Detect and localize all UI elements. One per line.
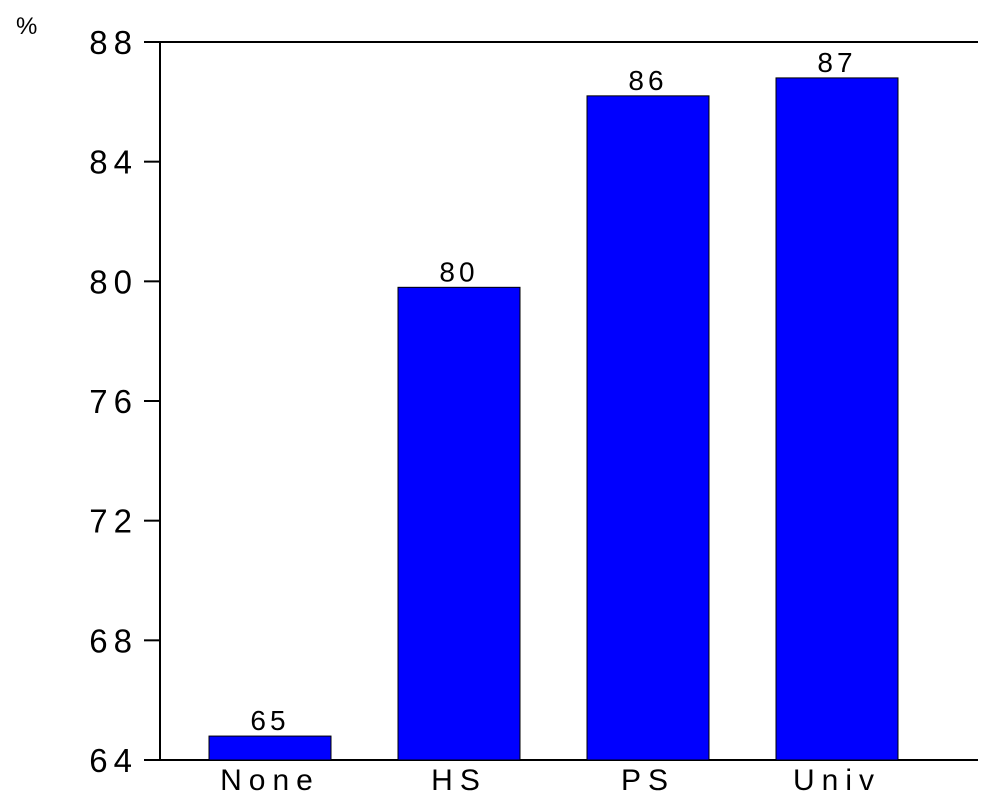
bar-value-label-ps: 86 [628,65,667,96]
y-axis-unit-label: % [16,13,37,40]
x-category-label-ps: PS [621,764,675,797]
bar-value-label-none: 65 [250,705,289,736]
x-category-label-univ: Univ [793,764,881,797]
category-labels: None HS PS Univ [220,764,881,797]
bar-none [208,735,332,761]
bar-univ [775,77,899,761]
y-tick-label: 76 [89,383,138,420]
y-tick-label: 88 [89,24,138,61]
x-category-label-none: None [220,764,320,797]
y-tick-label: 80 [89,263,138,300]
y-axis-ticks: 64 68 72 76 80 84 88 [89,24,160,779]
bars [208,77,899,761]
x-category-label-hs: HS [431,764,487,797]
bar-value-label-hs: 80 [439,256,478,287]
bar-value-label-univ: 87 [817,47,856,78]
bar-ps [586,95,710,761]
y-tick-label: 72 [89,503,138,540]
y-tick-label: 84 [89,144,138,181]
bar-value-labels: 65 80 86 87 [250,47,856,736]
bar-hs [397,286,521,761]
y-tick-label: 64 [89,742,138,779]
y-tick-label: 68 [89,622,138,659]
